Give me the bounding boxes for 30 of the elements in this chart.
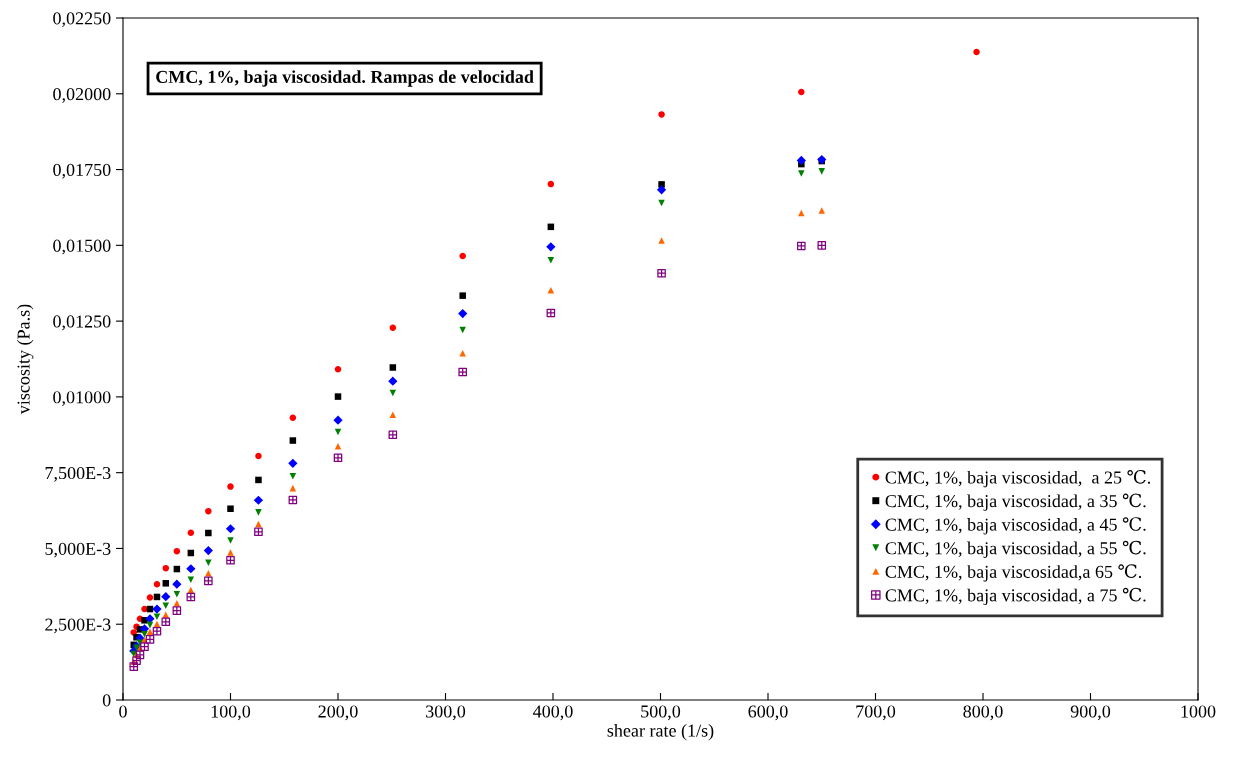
y-tick-label: 2,500E-3	[45, 618, 111, 634]
y-tick-label: 5,000E-3	[45, 542, 111, 558]
x-tick-label: 200,0	[318, 705, 358, 721]
legend-label: CMC, 1%, baja viscosidad, a 25 ℃.	[885, 470, 1151, 488]
x-tick-label: 800,0	[963, 705, 1003, 721]
legend-label: CMC, 1%, baja viscosidad, a 35 ℃.	[885, 493, 1146, 511]
y-tick-label: 0	[102, 694, 111, 707]
x-tick-label: 300,0	[426, 705, 466, 721]
y-tick-label: 0,01250	[53, 315, 111, 331]
y-tick-label: 0,01500	[53, 239, 111, 255]
y-axis-title: viscosity (Pa.s)	[16, 304, 34, 415]
legend-label: CMC, 1%, baja viscosidad, a 75 ℃.	[885, 587, 1146, 606]
x-tick-label: 0	[119, 705, 127, 718]
x-tick-label: 1000	[1181, 705, 1216, 718]
x-tick-label: 600,0	[748, 705, 788, 721]
y-tick-label: 7,500E-3	[45, 466, 111, 482]
y-tick-label: 0,01750	[53, 163, 111, 179]
x-tick-label: 700,0	[856, 705, 896, 721]
y-tick-label: 0,02250	[53, 12, 111, 28]
legend-label: CMC, 1%, baja viscosidad,a 65 ℃.	[885, 564, 1142, 582]
text: CMC, 1%, baja viscosidad. Rampas de velocidad	[156, 70, 534, 87]
x-tick-label: 400,0	[533, 705, 573, 721]
y-tick-label: 0,01000	[53, 391, 111, 406]
x-axis-title: shear rate (1/s)	[607, 724, 714, 741]
x-tick-label: 500,0	[641, 705, 681, 721]
x-tick-label: 100,0	[211, 705, 251, 721]
x-tick-label: 900,0	[1070, 705, 1111, 721]
y-tick-label: 0,02000	[53, 88, 111, 103]
legend-label: CMC, 1%, baja viscosidad, a 45 ℃.	[885, 517, 1146, 535]
legend-label: CMC, 1%, baja viscosidad, a 55 ℃.	[885, 540, 1146, 558]
